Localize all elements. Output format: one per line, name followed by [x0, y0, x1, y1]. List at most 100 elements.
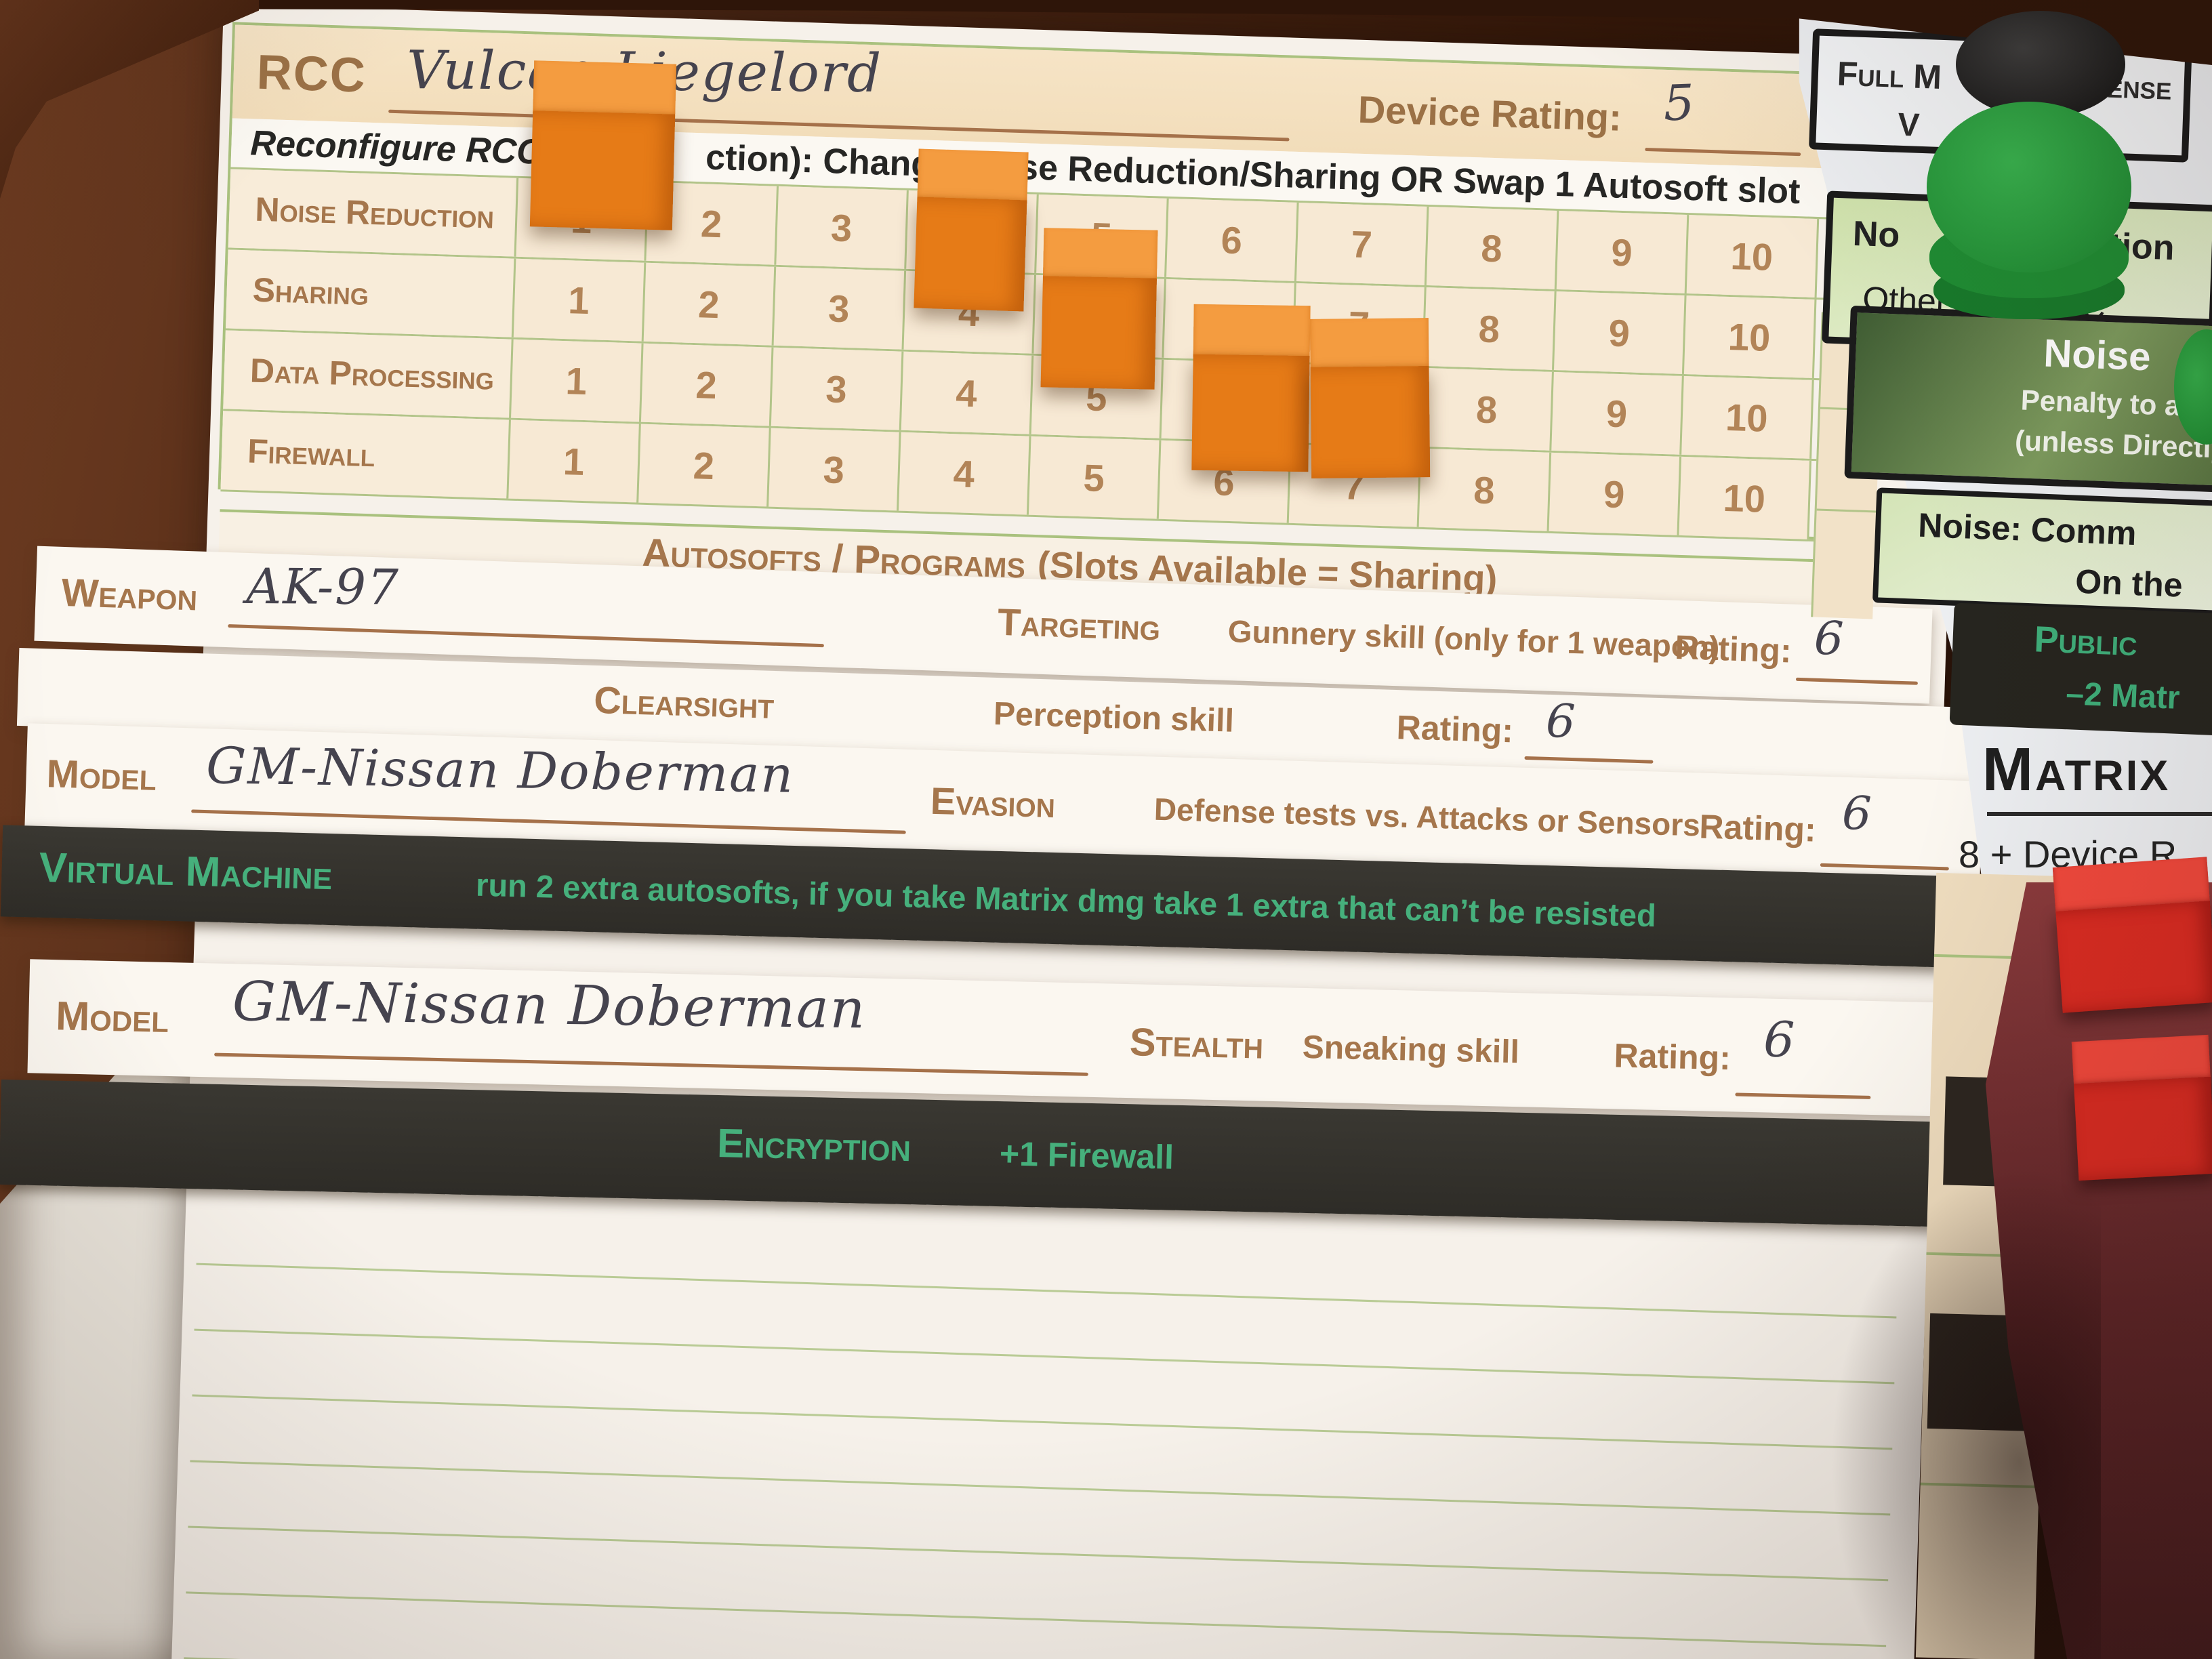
rating-cell[interactable]: 5	[1026, 436, 1160, 519]
rating-cell[interactable]: 8	[1422, 287, 1555, 370]
targeting-program: Targeting	[997, 600, 1162, 649]
device-rating-blank-line	[1645, 147, 1801, 157]
orange-cube-noise-reduction-4[interactable]	[914, 148, 1029, 312]
clearsight-rating-label: Rating:	[1395, 708, 1514, 750]
ruled-line	[190, 1460, 1891, 1516]
fmd-line2: V	[1897, 106, 1921, 144]
rating-cell[interactable]: 10	[1681, 295, 1817, 378]
rating-cell[interactable]: 3	[766, 428, 899, 511]
clearsight-rating-value: 6	[1544, 694, 1578, 750]
device-rating-label: Device Rating:	[1357, 87, 1622, 139]
rating-cell[interactable]: 2	[641, 262, 775, 346]
rating-cell[interactable]: 6	[1164, 198, 1297, 281]
noise-title: Noise	[2043, 331, 2152, 380]
evasion-model-handwritten: GM-Nissan Doberman	[205, 737, 795, 804]
virtual-machine-description: run 2 extra autosofts, if you take Matri…	[475, 866, 1657, 934]
nr-left: No	[1851, 213, 1901, 255]
rating-cell[interactable]: 4	[899, 351, 1032, 434]
rating-cell[interactable]: 8	[1424, 206, 1557, 289]
stealth-program: Stealth	[1129, 1020, 1264, 1067]
clearsight-rating-line	[1524, 756, 1654, 764]
encryption-program: Encryption	[716, 1120, 912, 1170]
rating-cell[interactable]: 2	[638, 343, 772, 426]
weapon-label: Weapon	[60, 570, 199, 619]
card-noise: Noise Penalty to all Rigg (unless Direct…	[1844, 305, 2212, 494]
stealth-rating-value: 6	[1763, 1010, 1797, 1069]
card-public: Public –2 Matr	[1949, 602, 2212, 737]
red-cube-token[interactable]	[2071, 1034, 2212, 1181]
targeting-rating-line	[1795, 677, 1918, 685]
rating-cell[interactable]: 8	[1419, 367, 1552, 451]
rating-cell[interactable]: 10	[1679, 375, 1814, 459]
device-rating-value: 5	[1662, 73, 1697, 132]
evasion-rating-label: Rating:	[1698, 807, 1817, 849]
orange-cube-sharing-5[interactable]	[1040, 228, 1158, 390]
evasion-model-line	[191, 809, 906, 834]
noise-line2: (unless Directly Co	[2014, 424, 2212, 466]
stealth-description: Sneaking skill	[1302, 1029, 1520, 1071]
rating-cell[interactable]: 8	[1416, 448, 1550, 531]
matrix-underline	[1987, 812, 2212, 816]
rating-row-label: Sharing	[225, 249, 514, 337]
rating-cell[interactable]: 2	[636, 424, 769, 507]
stealth-rating-label: Rating:	[1614, 1036, 1732, 1078]
clearsight-description: Perception skill	[993, 695, 1235, 739]
evasion-rating-line	[1820, 863, 1949, 871]
ruled-line	[192, 1394, 1893, 1450]
rating-row-label: Firewall	[220, 411, 509, 499]
ruled-line	[188, 1525, 1889, 1582]
rating-row-label: Data Processing	[223, 330, 512, 418]
rating-cell[interactable]: 1	[509, 339, 642, 422]
weapon-blank-line	[228, 624, 824, 648]
noise-comm-line1: Noise: Comm	[1917, 506, 2137, 553]
sheet-shadow	[1830, 1166, 2101, 1659]
public-line2: –2 Matr	[2065, 676, 2181, 716]
rating-cell[interactable]: 9	[1549, 371, 1682, 455]
rating-cell[interactable]: 9	[1554, 210, 1687, 293]
rating-cell[interactable]: 4	[897, 432, 1029, 515]
ruled-line	[194, 1328, 1895, 1385]
orange-cube-data-processing-7[interactable]	[1309, 318, 1431, 478]
evasion-program: Evasion	[930, 779, 1056, 826]
stealth-rating-line	[1735, 1092, 1871, 1099]
stealth-model-label: Model	[55, 993, 169, 1041]
rating-row-label: Noise Reduction	[228, 169, 517, 257]
black-disc-token[interactable]	[1956, 11, 2125, 118]
encryption-description: +1 Firewall	[999, 1134, 1174, 1176]
green-disc-stack[interactable]	[1927, 102, 2133, 329]
rating-cell[interactable]: 7	[1294, 202, 1427, 285]
public-line1: Public	[2033, 619, 2138, 664]
matrix-heading: Matrix	[1982, 736, 2171, 804]
targeting-description: Gunnery skill (only for 1 weapon)	[1227, 613, 1721, 665]
evasion-model-label: Model	[45, 752, 157, 799]
evasion-description: Defense tests vs. Attacks or Sensors	[1153, 791, 1701, 843]
rating-cell[interactable]: 10	[1677, 456, 1811, 539]
rcc-label: RCC	[255, 45, 368, 103]
orange-cube-noise-reduction-1[interactable]	[529, 60, 677, 230]
rating-cell[interactable]: 3	[769, 347, 902, 430]
targeting-rating-value: 6	[1813, 611, 1846, 667]
red-cube-token[interactable]	[2052, 857, 2212, 1013]
rating-cell[interactable]: 9	[1547, 452, 1680, 535]
rating-cell[interactable]: 3	[771, 266, 905, 350]
clearsight-program: Clearsight	[593, 678, 775, 726]
ruled-line	[186, 1591, 1887, 1647]
reconfigure-prefix: Reconfigure RCC	[249, 123, 543, 172]
virtual-machine-program: Virtual Machine	[38, 844, 333, 899]
weapon-name-handwritten: AK-97	[246, 557, 401, 616]
targeting-rating-label: Rating:	[1674, 628, 1793, 670]
rating-cell[interactable]: 1	[506, 419, 639, 503]
evasion-rating-value: 6	[1841, 786, 1874, 842]
rating-cell[interactable]: 1	[511, 258, 644, 342]
ruled-line	[196, 1263, 1897, 1319]
orange-cube-data-processing-6[interactable]	[1191, 304, 1311, 472]
fmd-left: Full M	[1837, 54, 1942, 96]
stealth-model-handwritten: GM-Nissan Doberman	[232, 970, 867, 1041]
card-noise-comm: Noise: Comm On the	[1872, 487, 2212, 617]
rating-cell[interactable]: 9	[1552, 291, 1685, 374]
rating-cell[interactable]: 10	[1684, 214, 1820, 298]
rating-cell[interactable]: 3	[774, 186, 907, 269]
stealth-model-line	[214, 1052, 1088, 1076]
noise-comm-line2: On the	[2074, 562, 2184, 605]
